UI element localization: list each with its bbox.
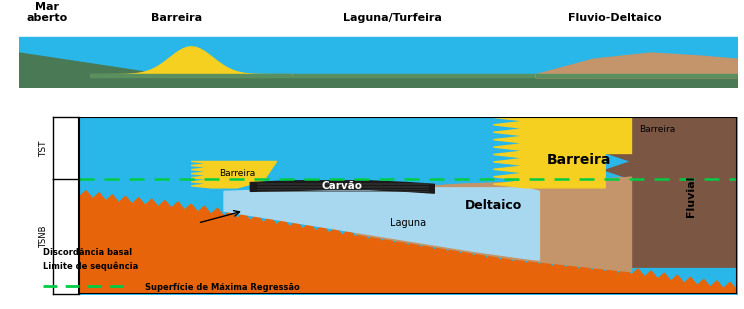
Text: Barreira: Barreira — [640, 125, 676, 134]
Text: Barreira: Barreira — [151, 14, 202, 23]
Polygon shape — [191, 161, 277, 188]
Polygon shape — [605, 117, 737, 267]
Text: Barreira: Barreira — [219, 169, 255, 178]
Text: Deltaico: Deltaico — [465, 199, 522, 212]
Text: Fluvial: Fluvial — [685, 176, 696, 217]
Polygon shape — [356, 177, 632, 270]
Polygon shape — [356, 177, 632, 272]
Text: Laguna/Turfeira: Laguna/Turfeira — [342, 14, 441, 23]
Polygon shape — [224, 188, 539, 260]
Text: Carvão: Carvão — [322, 181, 363, 191]
Polygon shape — [493, 117, 605, 188]
Polygon shape — [605, 117, 632, 153]
Polygon shape — [250, 181, 434, 193]
Text: Mar
aberto: Mar aberto — [27, 2, 68, 23]
Text: TST: TST — [39, 141, 48, 157]
Text: Superfície de Máxima Regressão: Superfície de Máxima Regressão — [145, 283, 300, 292]
Text: Fluvio-Deltaico: Fluvio-Deltaico — [568, 14, 661, 23]
Text: Barreira: Barreira — [547, 153, 611, 167]
Text: Limite de sequência: Limite de sequência — [43, 261, 138, 271]
Text: Discordância basal: Discordância basal — [43, 248, 132, 257]
Text: Laguna: Laguna — [390, 218, 426, 228]
Text: TSNB: TSNB — [39, 226, 48, 248]
Polygon shape — [80, 191, 737, 294]
